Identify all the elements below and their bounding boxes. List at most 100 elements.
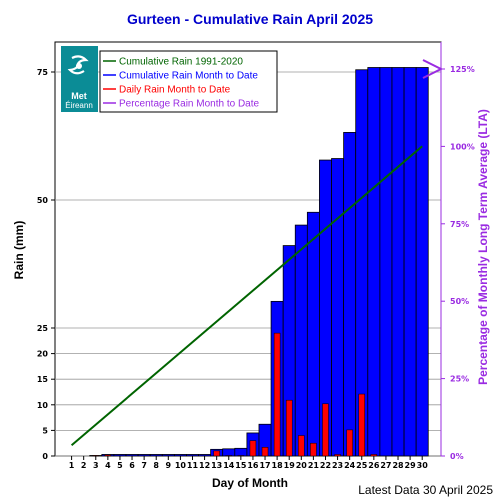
cumulative-bar	[294, 224, 308, 457]
x-tick-label: 20	[296, 461, 308, 470]
x-tick-label: 5	[117, 461, 123, 470]
x-tick-label: 22	[320, 461, 331, 470]
cumulative-bar	[367, 67, 381, 457]
daily-bar	[225, 455, 233, 457]
daily-bar	[346, 429, 353, 457]
cumulative-bar	[403, 67, 417, 457]
daily-bars	[92, 332, 378, 457]
y-axis-ticks: 0 5 10 15 20 25 50 75	[37, 68, 55, 461]
y2-tick-label: 75%	[450, 220, 469, 229]
legend-label: Daily Rain Month to Date	[119, 85, 231, 96]
x-tick-label: 14	[223, 461, 235, 470]
x-tick-label: 4	[105, 461, 111, 470]
logo-text-met: Met	[71, 91, 87, 101]
x-tick-label: 19	[284, 461, 296, 470]
y-tick-label: 50	[37, 196, 49, 205]
legend-label: Cumulative Rain Month to Date	[119, 71, 258, 82]
daily-bar	[370, 454, 378, 457]
daily-bar	[298, 435, 305, 457]
y-tick-label: 10	[37, 401, 49, 410]
cumulative-bar	[113, 454, 127, 457]
x-tick-label: 29	[405, 461, 417, 470]
x-tick-label: 30	[417, 461, 429, 470]
x-tick-label: 12	[199, 461, 210, 470]
legend-label: Cumulative Rain 1991-2020	[119, 57, 243, 68]
daily-bar	[92, 455, 100, 457]
cumulative-bar	[137, 454, 151, 457]
daily-bar	[261, 447, 269, 457]
x-tick-label: 26	[368, 461, 380, 470]
x-tick-label: 6	[129, 461, 135, 470]
x-tick-label: 2	[81, 461, 87, 470]
x-tick-label: 27	[380, 461, 391, 470]
cumulative-bar	[331, 158, 345, 457]
y-tick-label: 5	[42, 426, 48, 435]
daily-bar	[334, 454, 341, 457]
y-tick-label: 75	[37, 68, 49, 77]
daily-bar	[213, 450, 220, 457]
y2-tick-label: 125%	[450, 65, 475, 74]
chart-title: Gurteen - Cumulative Rain April 2025	[127, 11, 373, 27]
cumulative-bar	[379, 67, 393, 457]
lta-line-group	[70, 145, 423, 447]
daily-bar	[322, 403, 329, 457]
cumulative-bar	[343, 132, 357, 457]
cumulative-bar	[391, 67, 405, 457]
daily-bar	[285, 399, 293, 457]
cumulative-bar	[186, 454, 199, 457]
x-tick-label: 10	[175, 461, 187, 470]
y2-tick-label: 50%	[450, 297, 469, 306]
met-eireann-logo-icon	[67, 55, 89, 75]
x-tick-label: 21	[308, 461, 320, 470]
y2-tick-label: 0%	[450, 452, 464, 461]
cumulative-bar	[173, 454, 187, 457]
x-tick-label: 11	[187, 461, 199, 470]
x-tick-label: 9	[166, 461, 172, 470]
cumulative-bar	[125, 454, 139, 457]
x-tick-label: 16	[247, 461, 259, 470]
daily-bar	[237, 455, 245, 457]
x-tick-label: 13	[211, 461, 222, 470]
x-tick-label: 7	[141, 461, 147, 470]
x-tick-label: 18	[272, 461, 284, 470]
x-tick-label: 24	[344, 461, 356, 470]
cumulative-bar	[306, 211, 320, 457]
x-tick-label: 23	[332, 461, 343, 470]
x-tick-label: 15	[235, 461, 247, 470]
daily-bar	[249, 440, 257, 457]
x-axis-title: Day of Month	[212, 476, 288, 490]
x-tick-label: 17	[259, 461, 270, 470]
y2-axis-ticks: 0% 25% 50% 75% 100% 125%	[441, 65, 475, 461]
cumulative-bar	[222, 448, 236, 457]
y-tick-label: 15	[37, 375, 49, 384]
y2-tick-label: 100%	[450, 142, 475, 151]
footer-latest-data: Latest Data 30 April 2025	[358, 483, 493, 497]
x-tick-label: 28	[392, 461, 404, 470]
x-tick-label: 1	[69, 461, 75, 470]
y-tick-label: 25	[37, 324, 49, 333]
y2-tick-label: 25%	[450, 375, 469, 384]
y-axis-title: Rain (mm)	[12, 221, 26, 280]
daily-bar	[310, 442, 317, 457]
legend-box	[99, 50, 278, 113]
daily-bar	[104, 454, 112, 457]
lta-line	[70, 145, 423, 447]
daily-bar	[358, 393, 365, 457]
cumulative-bar	[149, 454, 163, 457]
x-tick-label: 25	[356, 461, 368, 470]
x-tick-label: 8	[153, 461, 159, 470]
cumulative-bar	[415, 67, 429, 457]
y2-axis-title: Percentage of Monthly Long Term Average …	[476, 109, 490, 385]
logo-text-eireann: Éireann	[65, 101, 93, 110]
legend: Met Éireann Cumulative Rain 1991-2020 Cum…	[61, 46, 278, 113]
y-tick-label: 0	[42, 452, 48, 461]
daily-bar	[273, 332, 281, 457]
cumulative-bar	[161, 454, 175, 457]
legend-label: Percentage Rain Month to Date	[119, 99, 260, 110]
cumulative-bar	[198, 454, 212, 457]
x-axis-ticks: 1 2 3 4 5 6 7 8 9 10 11 12 13 14 15 16 17 18 19 20 21 22 23 24 2…	[69, 456, 428, 470]
y-tick-label: 20	[37, 350, 49, 359]
cumulative-bar	[234, 447, 248, 457]
x-tick-label: 3	[93, 461, 99, 470]
